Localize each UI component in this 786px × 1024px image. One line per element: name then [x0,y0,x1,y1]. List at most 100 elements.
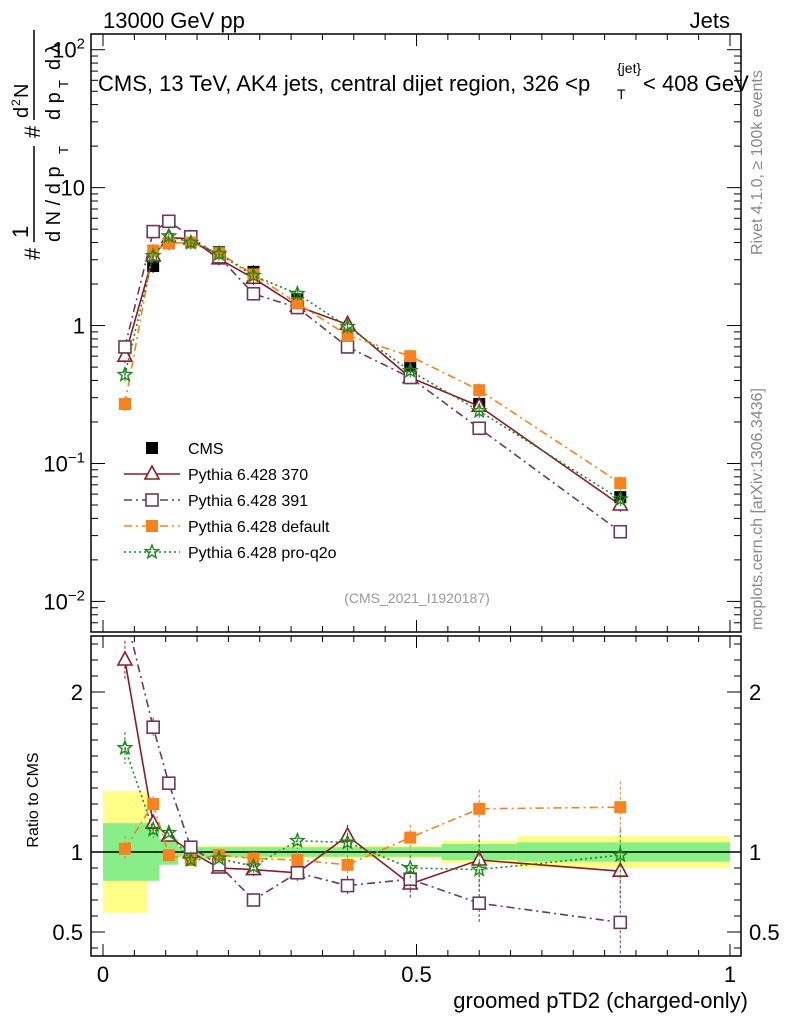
ratio-point-pq2o-0 [116,739,134,756]
legend-label-cms: CMS [188,441,224,458]
rivet-label: Rivet 4.1.0, ≥ 100k events [749,70,766,255]
ratio-series-pq2o [116,732,629,891]
x-tick-label-0: 0 [97,962,109,987]
point-pq2o-8 [401,361,419,378]
ratio-point-pq2o-5 [244,857,262,874]
ratio-series-p391 [129,636,628,955]
point-pq2o-3 [182,233,200,250]
svg-text:#: # [20,125,45,138]
point-pq2o-0 [116,365,134,383]
ratio-point-p391-8 [403,872,418,887]
plot-title-sub: T [617,86,626,102]
ratio-point-pq2o-6 [288,831,306,849]
ratio-point-pq2o-2 [160,823,178,841]
series-p391 [118,214,628,539]
legend-marker-p391 [145,493,159,507]
ratio-point-pq2o-8 [401,859,419,876]
ratio-y-tick-label-right-1: 1 [749,840,761,865]
ratio-y-tick-label-2: 2 [71,680,83,705]
svg-text:d N / d p: d N / d p [43,166,65,242]
ratio-y-tick-label-right-2: 2 [749,680,761,705]
svg-text:T: T [56,146,71,154]
point-p391-1 [146,224,160,239]
main-y-axis-label: # 1 d N / d p T # d 2 N d p T d λ [8,30,71,260]
ratio-point-pq2o-10 [611,846,629,863]
x-tick-label-2: 1 [724,962,736,987]
point-p391-7 [340,340,355,354]
main-frame [90,33,742,633]
point-p370-0 [116,346,134,362]
series-line-pq2o [124,235,621,500]
ratio-y-tick-label-right-0: 0.5 [749,920,780,945]
ratio-point-pq2o-1 [144,820,162,837]
ratio-point-p391-9 [472,896,487,911]
legend-marker-pdef [146,520,158,532]
point-pq2o-5 [244,266,262,283]
main-series [116,214,629,539]
ratio-point-pdef-10 [614,801,627,814]
x-tick-label-1: 0.5 [401,962,432,987]
legend-label-p391: Pythia 6.428 391 [188,493,308,510]
legend-marker-pq2o [143,543,161,560]
point-pq2o-4 [210,245,228,262]
point-pq2o-1 [144,246,162,264]
ratio-y-tick-label-0: 0.5 [52,920,83,945]
axes: 0 0.5 1 10−2 10−1 1 10 102 0.5 0.5 1 1 2 2 [43,33,780,987]
svg-text:N: N [11,84,33,98]
series-line-p370 [124,236,621,506]
ratio-point-p391-1 [146,720,160,735]
ratio-point-pq2o-9 [470,860,488,877]
svg-text:d: d [11,107,33,118]
point-p391-10 [613,524,628,539]
point-pdef-8 [404,350,417,363]
process-label: Jets [690,8,730,33]
legend-label-p370: Pythia 6.428 370 [188,467,308,484]
ratio-point-pdef-7 [341,858,354,871]
ratio-y-axis-label: Ratio to CMS [25,752,42,847]
main-y-tick-label-1: 10−1 [43,449,85,476]
plot-title-sup: {jet} [617,60,641,76]
ratio-y-tick-label-1: 1 [71,840,83,865]
legend: CMS Pythia 6.428 370 Pythia 6.428 391 Pythi… [124,441,337,562]
svg-text:T: T [56,80,71,88]
point-pq2o-2 [160,227,178,244]
point-p391-5 [246,286,261,301]
point-p391-9 [472,421,487,436]
point-pq2o-6 [288,284,306,301]
ratio-point-p391-6 [290,865,305,880]
ratio-point-pdef-8 [404,831,417,844]
ratio-point-pdef-0 [118,842,131,855]
svg-text:2: 2 [9,99,23,106]
point-pdef-10 [614,477,627,490]
series-cms [118,232,627,504]
main-y-tick-label-4: 102 [52,36,85,63]
x-axis-label: groomed pTD2 (charged-only) [453,988,748,1013]
ratio-point-pq2o-7 [339,833,357,850]
ratio-point-pdef-9 [473,802,486,815]
legend-label-pdef: Pythia 6.428 default [188,519,330,536]
ratio-point-p391-10 [613,915,628,930]
svg-text:d p: d p [43,92,65,120]
ratio-point-p391-7 [340,878,355,893]
point-pq2o-9 [470,402,488,419]
main-y-tick-label-2: 1 [73,314,85,339]
ratio-point-p391-2 [162,776,176,791]
legend-marker-cms [146,442,158,454]
ratio-point-p370-0 [116,650,134,666]
legend-label-pq2o: Pythia 6.428 pro-q2o [188,545,337,562]
ratio-point-p391-5 [246,893,261,907]
series-pq2o [116,227,629,507]
svg-text:d λ: d λ [43,43,65,70]
point-p391-2 [162,214,176,229]
ratio-series [116,636,629,955]
point-pdef-0 [118,397,131,410]
plot-title-end: < 408 GeV [643,71,749,96]
ratio-line-p391 [129,636,621,924]
point-p391-0 [118,340,132,354]
ratio-point-pq2o-3 [182,851,200,868]
ratio-point-pdef-1 [147,798,160,810]
main-y-tick-label-3: 10 [61,176,85,201]
plot-title: CMS, 13 TeV, AK4 jets, central dijet reg… [98,60,749,102]
series-line-p391 [124,220,621,533]
